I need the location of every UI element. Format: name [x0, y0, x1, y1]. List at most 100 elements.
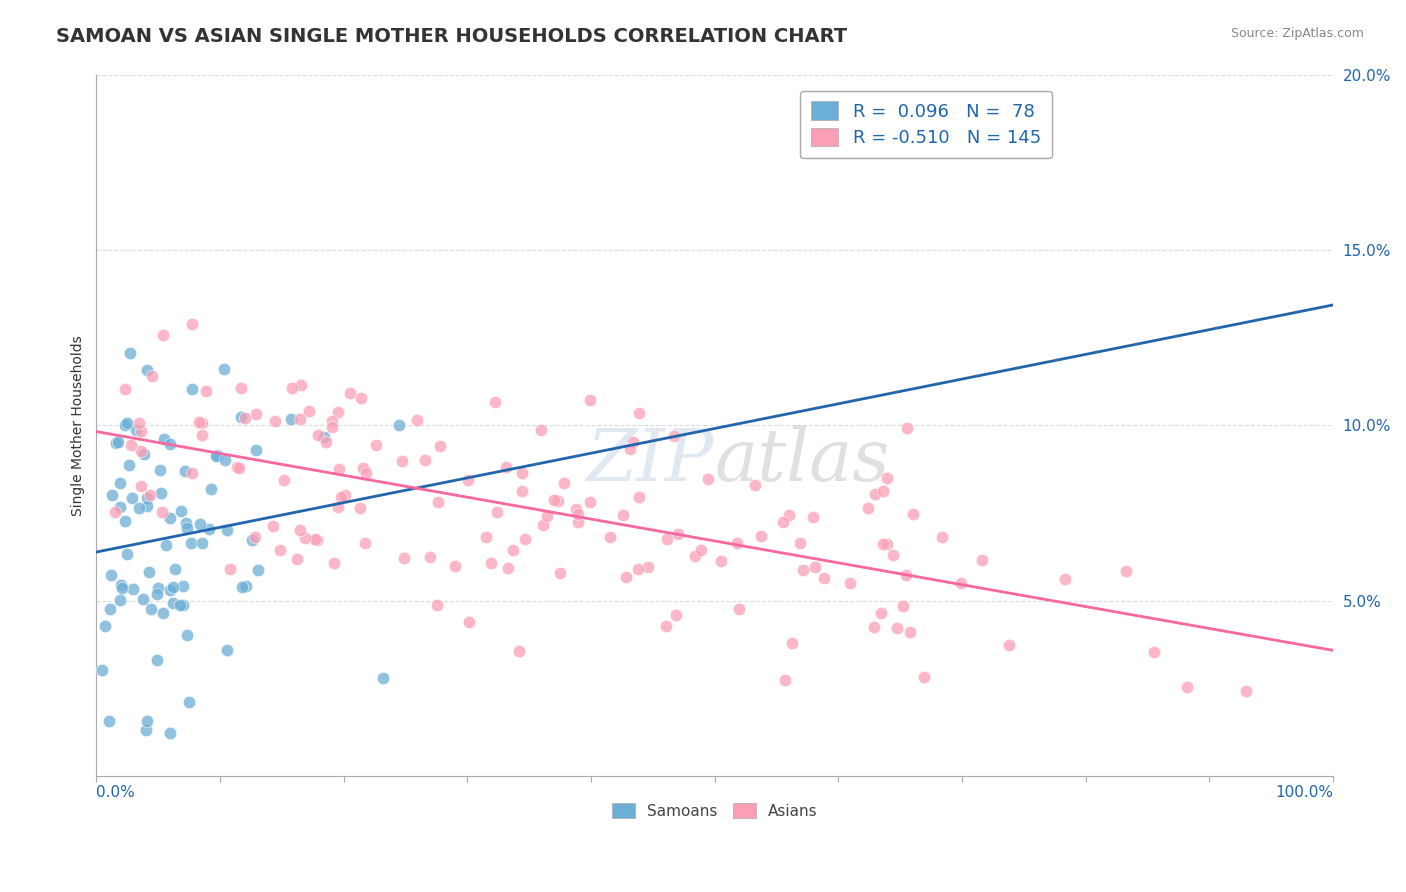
Point	[900, 625, 922, 640]
Point	[426, 598, 449, 612]
Point	[1115, 565, 1137, 579]
Point	[637, 559, 659, 574]
Point	[668, 526, 690, 541]
Point	[612, 508, 634, 523]
Point	[508, 644, 530, 658]
Point	[176, 520, 198, 534]
Point	[621, 434, 644, 449]
Point	[129, 424, 152, 438]
Point	[484, 395, 506, 409]
Point	[391, 454, 413, 468]
Point	[94, 619, 117, 633]
Point	[129, 479, 152, 493]
Point	[200, 482, 222, 496]
Point	[457, 615, 479, 629]
Point	[187, 415, 209, 429]
Point	[129, 444, 152, 458]
Point	[627, 562, 650, 576]
Point	[172, 598, 194, 612]
Point	[212, 362, 235, 376]
Point	[315, 435, 337, 450]
Point	[496, 561, 519, 575]
Point	[655, 533, 678, 547]
Point	[273, 473, 295, 487]
Point	[778, 508, 800, 522]
Point	[215, 643, 238, 657]
Point	[285, 551, 308, 566]
Point	[162, 595, 184, 609]
Point	[619, 442, 641, 456]
Point	[789, 535, 811, 549]
Point	[406, 413, 429, 427]
Point	[298, 403, 321, 417]
Point	[141, 368, 163, 383]
Point	[219, 562, 242, 576]
Point	[229, 381, 252, 395]
Point	[159, 725, 181, 739]
Point	[294, 531, 316, 545]
Point	[169, 599, 191, 613]
Point	[773, 673, 796, 688]
Point	[749, 529, 772, 543]
Point	[972, 553, 994, 567]
Point	[876, 537, 898, 551]
Point	[813, 571, 835, 585]
Point	[114, 515, 136, 529]
Point	[419, 550, 441, 565]
Point	[115, 547, 138, 561]
Point	[685, 549, 707, 563]
Point	[104, 505, 127, 519]
Point	[149, 486, 172, 500]
Point	[502, 542, 524, 557]
Point	[139, 488, 162, 502]
Point	[912, 670, 935, 684]
Point	[159, 583, 181, 598]
Point	[413, 453, 436, 467]
Point	[1054, 572, 1077, 586]
Point	[839, 576, 862, 591]
Point	[108, 592, 131, 607]
Point	[108, 500, 131, 515]
Point	[281, 381, 304, 395]
Point	[110, 577, 132, 591]
Point	[772, 516, 794, 530]
Point	[865, 487, 887, 501]
Point	[214, 453, 236, 467]
Point	[118, 346, 141, 360]
Point	[429, 439, 451, 453]
Point	[510, 466, 533, 480]
Point	[997, 638, 1019, 652]
Point	[146, 581, 169, 595]
Point	[579, 495, 602, 509]
Point	[565, 501, 588, 516]
Point	[531, 518, 554, 533]
Point	[697, 472, 720, 486]
Point	[474, 530, 496, 544]
Y-axis label: Single Mother Households: Single Mother Households	[72, 335, 86, 516]
Point	[173, 464, 195, 478]
Point	[114, 382, 136, 396]
Point	[163, 562, 186, 576]
Point	[107, 435, 129, 450]
Point	[91, 663, 114, 677]
Point	[170, 504, 193, 518]
Point	[553, 475, 575, 490]
Point	[599, 530, 621, 544]
Point	[323, 556, 346, 570]
Point	[152, 328, 174, 343]
Point	[149, 463, 172, 477]
Point	[872, 483, 894, 498]
Point	[548, 566, 571, 581]
Point	[426, 494, 449, 508]
Point	[894, 568, 917, 582]
Point	[191, 535, 214, 549]
Point	[97, 714, 120, 728]
Text: 0.0%: 0.0%	[97, 785, 135, 800]
Point	[655, 619, 678, 633]
Point	[536, 508, 558, 523]
Point	[328, 405, 350, 419]
Point	[485, 505, 508, 519]
Point	[191, 417, 214, 431]
Point	[628, 490, 651, 504]
Point	[138, 565, 160, 579]
